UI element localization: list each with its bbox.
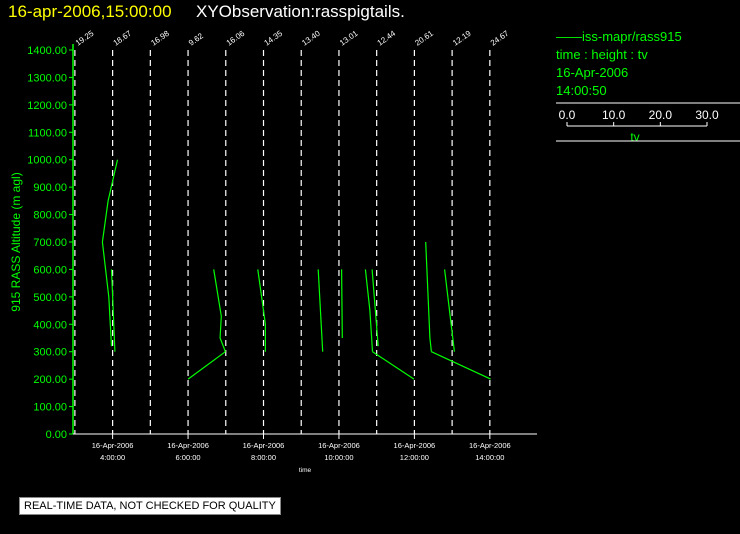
data-line bbox=[364, 269, 374, 352]
reference-label: 13.40 bbox=[300, 28, 322, 47]
x-axis-label: time bbox=[299, 467, 312, 474]
y-tick-label: 800.00 bbox=[33, 210, 67, 222]
x-tick-time: 4:00:00 bbox=[100, 453, 125, 462]
reference-label: 14.35 bbox=[262, 28, 284, 47]
data-line bbox=[341, 269, 343, 339]
y-tick-label: 1200.00 bbox=[27, 100, 67, 112]
y-tick-label: 1000.00 bbox=[27, 155, 67, 167]
data-line bbox=[431, 351, 491, 380]
x-tick-time: 8:00:00 bbox=[251, 453, 276, 462]
y-tick-label: 0.00 bbox=[46, 429, 67, 441]
data-line bbox=[317, 269, 324, 352]
y-tick-label: 900.00 bbox=[33, 182, 67, 194]
data-line bbox=[110, 269, 116, 352]
x-tick-date: 16-Apr-2006 bbox=[394, 441, 436, 450]
y-tick-label: 600.00 bbox=[33, 264, 67, 276]
data-line bbox=[101, 241, 113, 347]
data-line bbox=[101, 159, 119, 243]
y-tick-label: 700.00 bbox=[33, 237, 67, 249]
reference-label: 20.61 bbox=[413, 28, 435, 47]
y-tick-label: 500.00 bbox=[33, 292, 67, 304]
x-tick-date: 16-Apr-2006 bbox=[243, 441, 285, 450]
legend-line-swatch: —— bbox=[556, 29, 582, 44]
reference-label: 16.06 bbox=[225, 28, 247, 47]
data-line bbox=[372, 351, 415, 380]
data-line bbox=[187, 351, 226, 380]
legend-series-label: ——iss-mapr/rass915 bbox=[556, 29, 682, 44]
x-tick-time: 6:00:00 bbox=[176, 453, 201, 462]
y-tick-label: 1100.00 bbox=[28, 127, 67, 139]
x-tick-time: 10:00:00 bbox=[324, 453, 353, 462]
y-tick-label: 1300.00 bbox=[27, 72, 67, 84]
quality-notice: REAL-TIME DATA, NOT CHECKED FOR QUALITY bbox=[19, 497, 281, 515]
x-tick-date: 16-Apr-2006 bbox=[318, 441, 360, 450]
data-line bbox=[444, 269, 455, 352]
data-line bbox=[257, 269, 266, 352]
reference-label: 19.25 bbox=[74, 28, 96, 47]
title-date: 16-apr-2006,15:00:00 bbox=[8, 2, 172, 21]
y-tick-label: 400.00 bbox=[33, 319, 67, 331]
legend-variables: time : height : tv bbox=[556, 47, 648, 62]
x-tick-time: 14:00:00 bbox=[475, 453, 504, 462]
x-tick-time: 12:00:00 bbox=[400, 453, 429, 462]
observation-title: XYObservation:rasspigtails. bbox=[196, 2, 405, 21]
y-tick-label: 100.00 bbox=[33, 402, 67, 414]
reference-label: 24.67 bbox=[489, 28, 511, 47]
reference-label: 9.62 bbox=[187, 31, 205, 48]
legend-series-name: iss-mapr/rass915 bbox=[582, 29, 682, 44]
y-tick-label: 1400.00 bbox=[27, 45, 67, 57]
reference-label: 12.19 bbox=[451, 28, 473, 47]
legend-date: 16-Apr-2006 bbox=[556, 65, 629, 80]
reference-label: 13.01 bbox=[338, 28, 360, 47]
data-line bbox=[213, 269, 226, 352]
reference-label: 18.67 bbox=[112, 28, 134, 47]
y-axis-label: 915 RASS Altitude (m agl) bbox=[9, 172, 23, 311]
legend-time: 14:00:50 bbox=[556, 83, 607, 98]
data-line bbox=[371, 269, 379, 347]
y-tick-label: 200.00 bbox=[33, 374, 67, 386]
x-tick-date: 16-Apr-2006 bbox=[92, 441, 134, 450]
reference-label: 12.44 bbox=[376, 28, 398, 47]
y-tick-label: 300.00 bbox=[33, 347, 67, 359]
data-line bbox=[425, 241, 432, 352]
reference-label: 16.98 bbox=[149, 28, 171, 47]
x-tick-date: 16-Apr-2006 bbox=[469, 441, 511, 450]
x-tick-date: 16-Apr-2006 bbox=[167, 441, 209, 450]
